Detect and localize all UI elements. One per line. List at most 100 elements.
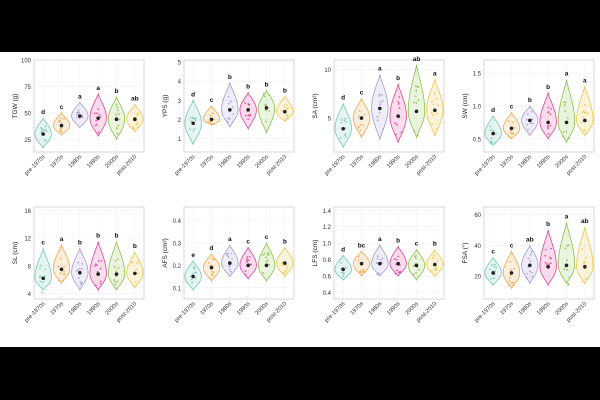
y-tick-label: 1.4 <box>323 209 332 215</box>
data-point <box>135 123 138 126</box>
data-point <box>546 125 549 127</box>
data-point <box>77 261 79 264</box>
median-point <box>191 274 195 279</box>
data-point <box>136 262 138 265</box>
data-point <box>340 121 343 124</box>
data-point <box>509 274 512 277</box>
data-point <box>39 276 41 279</box>
median-point <box>246 108 250 112</box>
data-point <box>81 263 83 265</box>
data-point <box>529 270 531 273</box>
data-point <box>244 114 247 117</box>
data-point <box>566 244 569 247</box>
y-tick-label: 0.6 <box>323 275 332 281</box>
data-point <box>531 275 534 278</box>
data-point <box>94 264 96 267</box>
significance-letter: b <box>528 97 532 104</box>
y-tick-label: 3 <box>178 99 182 105</box>
median-point <box>209 117 214 122</box>
violin-1970s <box>502 111 521 140</box>
significance-letter: b <box>133 243 137 250</box>
median-point <box>509 271 514 275</box>
data-point <box>80 283 82 286</box>
data-point <box>395 123 398 126</box>
median-point <box>378 261 382 266</box>
data-point <box>395 269 398 272</box>
y-tick-label: 4 <box>28 292 32 298</box>
x-tick-label: 2000s <box>405 301 420 316</box>
median-point <box>491 131 495 136</box>
data-point <box>268 110 271 112</box>
y-tick-label: 0.3 <box>173 241 182 247</box>
data-point <box>44 268 47 271</box>
data-point <box>226 254 229 257</box>
data-point <box>562 131 565 134</box>
y-tick-label: 1.0 <box>473 105 482 111</box>
data-point <box>510 281 513 284</box>
median-point <box>433 108 437 113</box>
data-point <box>512 132 515 135</box>
median-point <box>583 118 587 123</box>
data-point <box>585 111 587 114</box>
data-point <box>417 99 420 101</box>
data-point <box>566 268 569 271</box>
significance-letter: b <box>78 240 82 247</box>
data-point <box>432 103 435 106</box>
data-point <box>564 101 567 104</box>
significance-letter: c <box>415 241 419 248</box>
x-tick-label: pre-1970s <box>24 301 47 324</box>
data-point <box>227 102 230 105</box>
y-tick-label: 4 <box>178 80 182 86</box>
data-point <box>81 267 83 270</box>
data-point <box>415 101 418 104</box>
y-tick-label: 50 <box>24 111 31 117</box>
data-point <box>227 117 230 120</box>
median-point <box>359 116 364 120</box>
data-point <box>132 126 135 129</box>
data-point <box>95 284 97 287</box>
significance-letter: b <box>246 84 250 91</box>
violin-1970s <box>202 105 221 126</box>
data-point <box>567 282 570 285</box>
data-point <box>544 261 547 264</box>
median-point <box>78 270 82 275</box>
x-tick-label: 1970s <box>350 301 365 316</box>
data-point <box>195 271 198 274</box>
data-point <box>340 261 342 264</box>
data-point <box>379 259 382 261</box>
median-point <box>491 271 495 275</box>
data-point <box>580 281 583 284</box>
x-tick-label: 1990s <box>86 154 101 169</box>
plot-area <box>183 206 295 300</box>
data-point <box>116 280 119 283</box>
data-point <box>507 120 510 122</box>
median-point <box>228 108 232 112</box>
x-tick-label: 1970s <box>50 301 65 316</box>
y-tick-label: 5 <box>328 117 332 123</box>
data-point <box>264 120 267 123</box>
data-point <box>431 123 433 125</box>
data-point <box>563 104 566 106</box>
data-point <box>267 259 270 262</box>
significance-letter: a <box>433 70 437 77</box>
data-point <box>211 112 214 115</box>
x-tick-label: pre-1970s <box>24 154 47 177</box>
data-point <box>228 117 231 120</box>
data-point <box>245 258 248 260</box>
data-point <box>379 103 382 106</box>
median-point <box>528 118 532 123</box>
x-tick-label: post-2010 <box>416 154 438 176</box>
plot-area <box>183 59 295 153</box>
data-point <box>265 256 267 259</box>
data-point <box>264 95 266 98</box>
data-point <box>44 139 46 141</box>
violin-pre-1970s <box>34 246 52 291</box>
x-tick-label: pre-1970s <box>324 154 347 177</box>
y-tick-label: 1 <box>178 137 182 143</box>
data-point <box>95 123 98 126</box>
data-point <box>59 272 62 274</box>
violin-1990s <box>89 92 107 138</box>
y-tick-label: 0.5 <box>473 137 482 143</box>
data-point <box>585 256 587 259</box>
